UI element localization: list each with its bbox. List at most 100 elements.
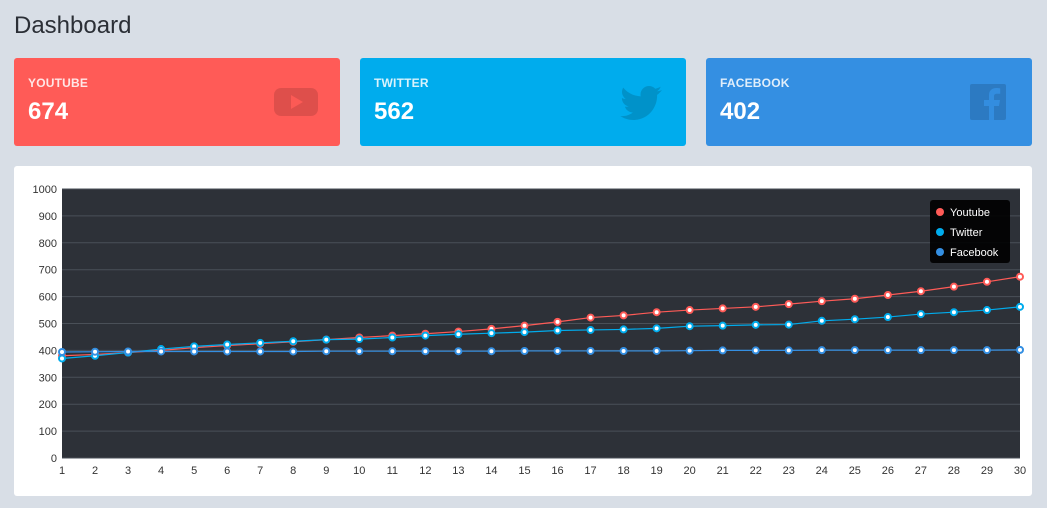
youtube-data-point	[883, 290, 892, 299]
x-tick-label: 3	[125, 465, 131, 477]
youtube-data-point	[586, 313, 595, 322]
x-tick-label: 17	[584, 465, 596, 477]
y-tick-label: 100	[39, 426, 57, 438]
twitter-data-point	[223, 340, 232, 349]
twitter-data-point	[355, 335, 364, 344]
facebook-data-point	[1016, 345, 1024, 354]
y-tick-label: 500	[39, 319, 57, 331]
y-tick-label: 300	[39, 372, 57, 384]
facebook-data-point	[718, 346, 727, 355]
facebook-data-point	[157, 347, 166, 356]
facebook-card-label: FACEBOOK	[720, 76, 790, 90]
x-tick-label: 26	[882, 465, 894, 477]
x-tick-label: 4	[158, 465, 164, 477]
x-tick-label: 9	[323, 465, 329, 477]
x-tick-label: 5	[191, 465, 197, 477]
facebook-data-point	[916, 346, 925, 355]
facebook-icon	[970, 84, 1006, 120]
youtube-data-point	[553, 317, 562, 326]
x-tick-label: 14	[485, 465, 497, 477]
facebook-data-point	[223, 347, 232, 356]
youtube-data-point	[685, 306, 694, 315]
twitter-series-line	[61, 306, 1021, 360]
youtube-data-point	[718, 304, 727, 313]
youtube-data-point	[916, 287, 925, 296]
youtube-icon	[274, 88, 318, 116]
chart-legend	[930, 200, 1010, 263]
x-tick-label: 11	[387, 465, 398, 477]
x-tick-label: 8	[290, 465, 296, 477]
facebook-data-point	[883, 346, 892, 355]
facebook-data-point	[322, 347, 331, 356]
x-tick-label: 6	[224, 465, 230, 477]
facebook-data-point	[784, 346, 793, 355]
facebook-data-point	[190, 347, 199, 356]
youtube-data-point	[784, 300, 793, 309]
twitter-data-point	[421, 331, 430, 340]
y-tick-label: 1000	[33, 184, 57, 196]
twitter-icon	[620, 86, 662, 120]
twitter-data-point	[949, 308, 958, 317]
facebook-legend-label: Facebook	[950, 247, 999, 259]
youtube-data-point	[619, 311, 628, 320]
y-tick-label: 700	[39, 265, 57, 277]
x-tick-label: 12	[419, 465, 431, 477]
youtube-data-point	[652, 308, 661, 317]
youtube-data-point	[982, 277, 991, 286]
chart-panel: 0 100 200 300 400 500 600 700 800 900 1000 1 2 3 4 5 6 7 8…	[14, 166, 1032, 496]
x-tick-label: 29	[981, 465, 993, 477]
youtube-legend-label: Youtube	[950, 207, 990, 219]
twitter-data-point	[784, 320, 793, 329]
youtube-data-point	[949, 282, 958, 291]
twitter-legend-label: Twitter	[950, 227, 983, 239]
twitter-data-point	[751, 320, 760, 329]
x-tick-label: 20	[684, 465, 696, 477]
twitter-card-value: 562	[374, 98, 415, 125]
y-tick-label: 0	[51, 453, 57, 465]
y-tick-label: 600	[39, 292, 57, 304]
facebook-data-point	[751, 346, 760, 355]
x-tick-label: 1	[59, 465, 65, 477]
facebook-data-point	[982, 346, 991, 355]
twitter-data-point	[619, 325, 628, 334]
youtube-data-point	[751, 302, 760, 311]
youtube-card-value: 674	[28, 98, 69, 125]
x-tick-label: 30	[1014, 465, 1026, 477]
facebook-card-value: 402	[720, 98, 761, 125]
facebook-data-point	[520, 346, 529, 355]
youtube-data-point	[850, 294, 859, 303]
twitter-data-point	[982, 306, 991, 315]
page-title: Dashboard	[14, 12, 132, 39]
facebook-data-point	[685, 346, 694, 355]
twitter-data-point	[586, 325, 595, 334]
y-tick-label: 900	[39, 211, 57, 223]
twitter-data-point	[652, 324, 661, 333]
facebook-data-point	[124, 347, 133, 356]
twitter-stat-card: TWITTER 562	[360, 58, 686, 146]
facebook-data-point	[652, 346, 661, 355]
facebook-series-line	[61, 349, 1021, 353]
facebook-data-point	[388, 347, 397, 356]
twitter-data-point	[388, 333, 397, 342]
twitter-data-point	[850, 315, 859, 324]
x-tick-label: 13	[452, 465, 464, 477]
x-tick-label: 2	[92, 465, 98, 477]
facebook-data-point	[289, 347, 298, 356]
twitter-data-point	[289, 337, 298, 346]
x-tick-label: 21	[717, 465, 729, 477]
facebook-data-point	[454, 347, 463, 356]
facebook-stat-card: FACEBOOK 402	[706, 58, 1032, 146]
youtube-data-point	[817, 297, 826, 306]
x-tick-label: 28	[948, 465, 960, 477]
x-tick-label: 10	[353, 465, 365, 477]
x-tick-label: 25	[849, 465, 861, 477]
facebook-data-point	[487, 347, 496, 356]
facebook-data-point	[586, 346, 595, 355]
twitter-data-point	[1016, 302, 1024, 311]
youtube-stat-card: YOUTUBE 674	[14, 58, 340, 146]
facebook-legend-marker	[936, 248, 944, 256]
twitter-data-point	[487, 329, 496, 338]
x-tick-label: 15	[518, 465, 530, 477]
twitter-data-point	[718, 321, 727, 330]
twitter-data-point	[322, 335, 331, 344]
